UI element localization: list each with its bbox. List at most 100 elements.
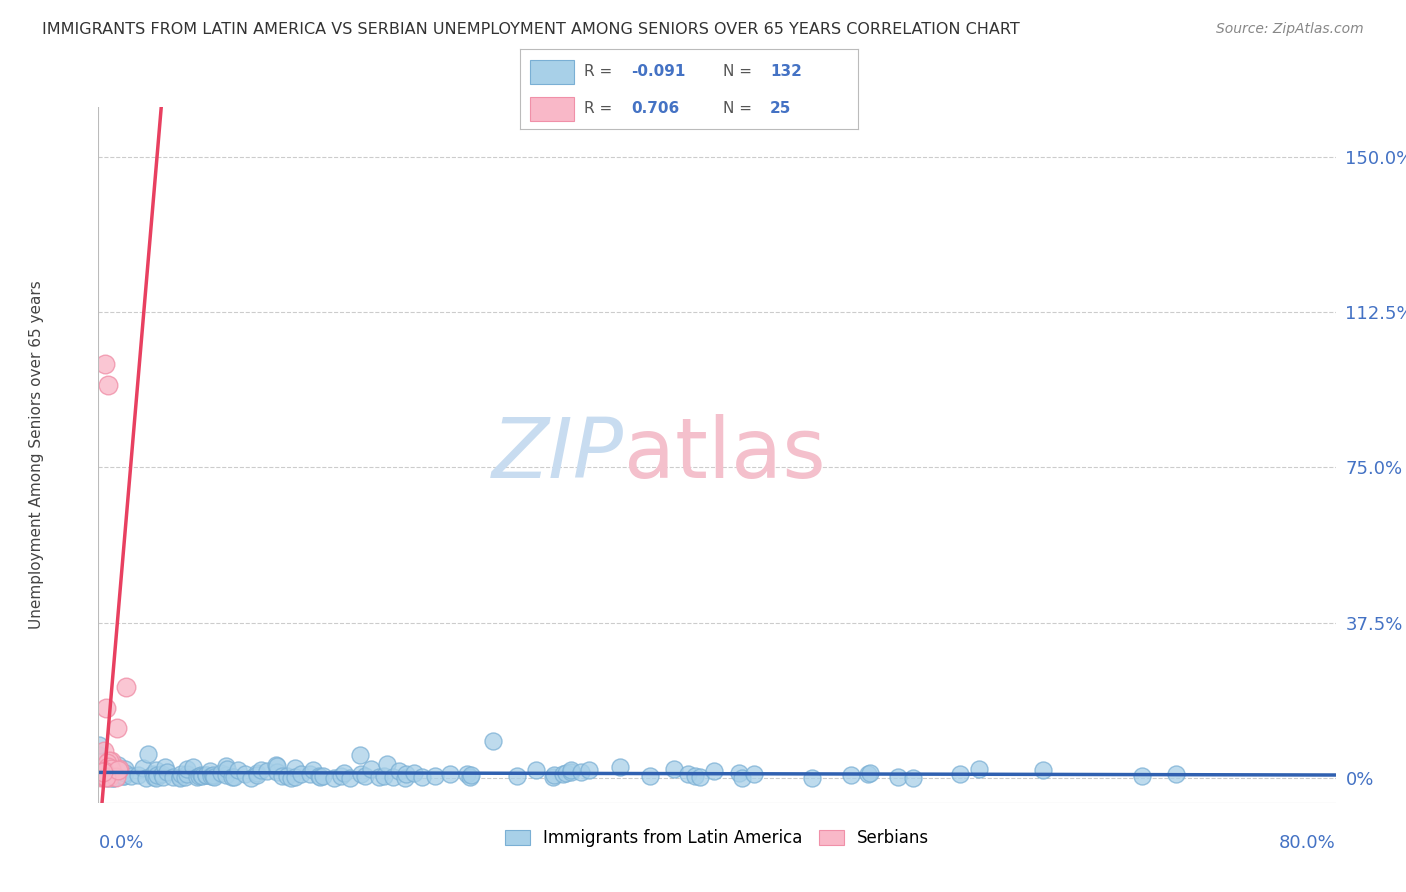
Point bbox=[901, 771, 924, 785]
Point bbox=[120, 769, 142, 783]
Point bbox=[256, 764, 278, 778]
Point bbox=[98, 754, 121, 768]
Point bbox=[742, 766, 765, 780]
Point bbox=[276, 769, 298, 783]
Point bbox=[569, 764, 592, 779]
Point bbox=[858, 766, 880, 780]
Point bbox=[103, 771, 125, 785]
Text: R =: R = bbox=[585, 64, 617, 79]
FancyBboxPatch shape bbox=[530, 97, 574, 121]
Point bbox=[97, 377, 120, 392]
Point bbox=[162, 770, 184, 784]
Point bbox=[91, 768, 114, 782]
Point bbox=[233, 767, 256, 781]
Point bbox=[640, 769, 662, 783]
Point bbox=[186, 770, 208, 784]
Point bbox=[173, 770, 195, 784]
Point bbox=[96, 700, 118, 714]
Point bbox=[967, 763, 990, 777]
Point bbox=[353, 769, 375, 783]
Point bbox=[170, 766, 193, 780]
Point bbox=[200, 769, 222, 783]
Point bbox=[93, 770, 115, 784]
Point bbox=[402, 765, 425, 780]
Point bbox=[96, 768, 118, 782]
Point bbox=[323, 771, 346, 785]
Point bbox=[349, 748, 371, 763]
Point bbox=[132, 761, 155, 775]
Point bbox=[202, 770, 225, 784]
Point bbox=[190, 768, 212, 782]
Text: 25: 25 bbox=[770, 101, 792, 116]
Point bbox=[551, 767, 574, 781]
Point bbox=[127, 768, 149, 782]
Point bbox=[89, 764, 111, 779]
Point bbox=[142, 766, 165, 780]
Point bbox=[360, 762, 382, 776]
Point bbox=[270, 769, 292, 783]
Point bbox=[136, 747, 159, 761]
Point bbox=[87, 748, 110, 763]
Point bbox=[350, 767, 373, 781]
Point bbox=[221, 770, 243, 784]
Point bbox=[226, 764, 249, 778]
Point bbox=[246, 768, 269, 782]
Point bbox=[108, 763, 131, 777]
Point bbox=[858, 765, 880, 780]
Point bbox=[198, 764, 221, 778]
Legend: Immigrants from Latin America, Serbians: Immigrants from Latin America, Serbians bbox=[498, 822, 936, 854]
Point bbox=[90, 770, 112, 784]
Point bbox=[93, 770, 115, 784]
Point bbox=[299, 767, 322, 781]
Point bbox=[541, 770, 564, 784]
Point bbox=[107, 763, 129, 777]
Point bbox=[381, 770, 404, 784]
Point bbox=[264, 758, 287, 772]
Point bbox=[330, 769, 353, 783]
Point bbox=[1164, 766, 1187, 780]
Point bbox=[142, 770, 165, 784]
Point bbox=[90, 764, 112, 779]
Point bbox=[1130, 769, 1153, 783]
Point bbox=[145, 771, 167, 785]
Point bbox=[949, 766, 972, 780]
Text: 80.0%: 80.0% bbox=[1279, 834, 1336, 852]
Point bbox=[839, 768, 862, 782]
Point bbox=[215, 758, 238, 772]
Point bbox=[394, 771, 416, 785]
Point bbox=[302, 763, 325, 777]
Text: N =: N = bbox=[723, 64, 756, 79]
Point bbox=[395, 767, 418, 781]
Text: Source: ZipAtlas.com: Source: ZipAtlas.com bbox=[1216, 22, 1364, 37]
Point bbox=[800, 771, 823, 785]
Point bbox=[609, 760, 631, 774]
Point bbox=[209, 766, 232, 780]
Point bbox=[194, 768, 217, 782]
Text: N =: N = bbox=[723, 101, 756, 116]
Point bbox=[100, 754, 122, 768]
Point bbox=[91, 764, 114, 779]
Point bbox=[676, 767, 699, 781]
Point bbox=[105, 721, 128, 735]
Text: 0.706: 0.706 bbox=[631, 101, 681, 116]
Point bbox=[152, 770, 174, 784]
Point bbox=[94, 769, 117, 783]
Point bbox=[333, 766, 356, 780]
Point bbox=[543, 768, 565, 782]
Point bbox=[100, 762, 122, 776]
Point bbox=[560, 764, 582, 779]
Point bbox=[339, 771, 361, 785]
Point bbox=[97, 770, 120, 784]
Point bbox=[93, 357, 115, 371]
Point bbox=[150, 766, 173, 780]
Point bbox=[93, 769, 115, 783]
Point bbox=[373, 769, 395, 783]
Point bbox=[90, 764, 112, 779]
Point bbox=[94, 769, 117, 783]
Point bbox=[169, 770, 191, 784]
Point bbox=[1032, 763, 1054, 777]
Point bbox=[458, 770, 481, 784]
Text: -0.091: -0.091 bbox=[631, 64, 686, 79]
Point bbox=[388, 764, 411, 779]
Point bbox=[284, 770, 307, 784]
